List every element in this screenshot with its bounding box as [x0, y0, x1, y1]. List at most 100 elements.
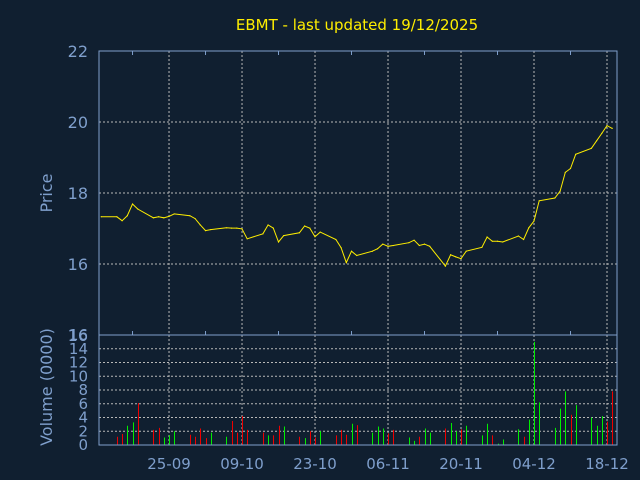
price-point — [189, 215, 191, 217]
price-point — [595, 140, 598, 142]
price-point — [575, 153, 577, 155]
price-point — [246, 238, 248, 240]
grid-lines — [99, 51, 617, 445]
price-point — [502, 241, 504, 243]
price-point — [126, 215, 128, 217]
x-tick-label: 04-12 — [512, 455, 556, 473]
price-point — [262, 233, 264, 235]
price-point — [204, 230, 207, 232]
volume-tick-label: 14 — [69, 340, 88, 358]
price-point — [272, 227, 274, 229]
price-point — [491, 240, 493, 242]
price-point — [116, 216, 118, 218]
x-tick-label: 09-10 — [220, 455, 264, 473]
price-point — [601, 132, 603, 134]
price-point — [590, 147, 592, 149]
price-tick-label: 18 — [68, 184, 88, 203]
volume-tick-label: 8 — [78, 381, 88, 399]
price-point — [163, 217, 165, 219]
price-point — [298, 232, 300, 234]
price-point — [517, 235, 519, 237]
price-point — [533, 220, 535, 222]
price-point — [340, 247, 342, 249]
price-point — [486, 236, 488, 238]
price-point — [230, 227, 233, 229]
price-tick-label: 16 — [68, 326, 88, 345]
price-point — [376, 248, 379, 250]
price-point — [157, 216, 160, 218]
volume-axis-label: Volume (0000) — [37, 328, 56, 446]
tick-labels: 25-09 09-10 23-10 06-11 20-11 04-12 18-1222201… — [68, 42, 629, 473]
price-point — [387, 245, 389, 247]
price-point — [418, 244, 420, 247]
price-point — [283, 235, 285, 237]
price-point — [100, 216, 102, 218]
volume-tick-label: 16 — [69, 326, 88, 344]
x-tick-label: 06-11 — [366, 455, 410, 473]
x-tick-label: 20-11 — [439, 455, 483, 473]
price-point — [309, 227, 311, 229]
price-point — [496, 240, 499, 242]
price-point — [335, 238, 337, 241]
price-point — [606, 124, 608, 127]
volume-tick-label: 10 — [69, 367, 88, 385]
price-point — [225, 227, 227, 229]
axes — [98, 50, 618, 446]
price-line — [101, 124, 613, 268]
price-point — [429, 245, 431, 247]
price-point — [444, 265, 446, 267]
price-point — [241, 228, 243, 230]
price-point — [303, 225, 306, 227]
price-tick-label: 22 — [68, 42, 88, 61]
price-point — [413, 239, 415, 241]
price-point — [236, 227, 238, 229]
price-point — [569, 167, 572, 170]
volume-tick-label: 0 — [78, 436, 88, 454]
volume-bars — [117, 341, 613, 445]
price-point — [465, 250, 467, 252]
price-point — [611, 127, 613, 129]
price-point — [559, 190, 561, 192]
price-point — [277, 241, 280, 243]
price-point — [194, 217, 196, 220]
price-point — [314, 236, 316, 238]
price-tick-label: 16 — [68, 255, 88, 274]
price-point — [345, 261, 347, 264]
price-point — [528, 227, 530, 229]
price-point — [371, 250, 373, 252]
volume-plot-frame — [98, 334, 618, 446]
price-point — [481, 246, 483, 248]
price-point — [199, 224, 201, 226]
price-point — [121, 220, 123, 222]
price-point — [131, 203, 134, 205]
price-point — [173, 213, 175, 215]
price-point — [267, 224, 269, 226]
x-tick-label: 23-10 — [293, 455, 337, 473]
price-point — [460, 258, 462, 260]
x-tick-label: 25-09 — [147, 455, 191, 473]
price-point — [423, 243, 426, 245]
price-point — [137, 208, 139, 210]
price-point — [168, 215, 170, 218]
price-point — [408, 242, 410, 244]
price-point — [538, 200, 540, 202]
price-tick-label: 20 — [68, 113, 88, 132]
volume-tick-label: 6 — [78, 395, 88, 413]
price-point — [522, 238, 525, 241]
price-point — [210, 228, 212, 231]
price-point — [152, 217, 154, 219]
price-series — [100, 124, 613, 268]
price-point — [455, 256, 457, 258]
price-point — [392, 244, 394, 247]
price-point — [356, 254, 358, 257]
price-point — [449, 254, 452, 256]
price-point — [554, 197, 556, 199]
volume-tick-label: 2 — [78, 422, 88, 440]
x-tick-label: 18-12 — [585, 455, 629, 473]
price-point — [382, 243, 384, 245]
price-axis-label: Price — [37, 173, 56, 212]
price-point — [350, 250, 353, 252]
price-point — [564, 171, 566, 174]
chart-title: EBMT - last updated 19/12/2025 — [236, 16, 478, 34]
